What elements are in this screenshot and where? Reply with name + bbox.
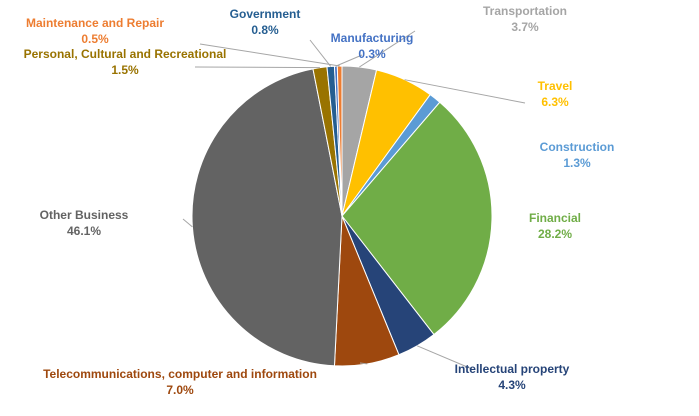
leader-line bbox=[194, 66, 320, 69]
data-label-category: Telecommunications, computer and informa… bbox=[43, 367, 317, 381]
data-label-category: Government bbox=[230, 7, 301, 21]
data-label-value: 7.0% bbox=[166, 383, 194, 397]
leader-line bbox=[404, 79, 526, 104]
data-label-value: 1.3% bbox=[563, 156, 591, 170]
data-label-category: Maintenance and Repair bbox=[26, 16, 164, 30]
data-label-value: 0.5% bbox=[81, 32, 109, 46]
data-label-value: 0.8% bbox=[251, 23, 279, 37]
data-label-category: Transportation bbox=[483, 4, 567, 18]
data-label-category: Construction bbox=[540, 140, 615, 154]
data-label-value: 28.2% bbox=[538, 227, 572, 241]
pie-slice-other-business bbox=[191, 68, 343, 367]
data-label-category: Intellectual property bbox=[455, 362, 570, 376]
data-label-value: 3.7% bbox=[511, 20, 539, 34]
data-label-category: Manufacturing bbox=[331, 31, 414, 45]
leader-line bbox=[335, 54, 363, 67]
data-label-value: 4.3% bbox=[498, 378, 526, 392]
data-label-category: Travel bbox=[538, 79, 573, 93]
data-label-category: Personal, Cultural and Recreational bbox=[24, 47, 227, 61]
data-label-category: Other Business bbox=[40, 208, 129, 222]
leader-line bbox=[309, 39, 332, 67]
data-label-value: 1.5% bbox=[111, 63, 139, 77]
data-label-value: 6.3% bbox=[541, 95, 569, 109]
data-label-value: 46.1% bbox=[67, 224, 101, 238]
data-label-category: Financial bbox=[529, 211, 581, 225]
leader-line bbox=[359, 362, 368, 365]
leader-line bbox=[416, 345, 473, 370]
leader-line bbox=[199, 43, 340, 67]
data-label-value: 0.3% bbox=[358, 47, 386, 61]
pie-slice-financial bbox=[341, 101, 493, 336]
leader-line bbox=[359, 30, 416, 68]
leader-line bbox=[182, 218, 193, 228]
